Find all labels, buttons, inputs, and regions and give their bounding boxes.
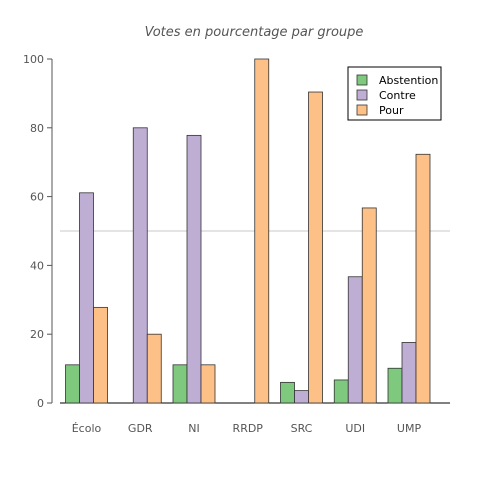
- legend: Abstention Contre Pour: [347, 66, 442, 121]
- bar-pour-6: [415, 153, 431, 404]
- legend-label-pour: Pour: [379, 104, 404, 117]
- y-tick-label: 40: [30, 259, 44, 272]
- y-tick-label: 20: [30, 328, 44, 341]
- x-tick-label: Écolo: [72, 422, 102, 435]
- bar-abstention-2: [172, 364, 188, 404]
- x-tick-label: SRC: [291, 422, 313, 435]
- bar-pour-5: [361, 207, 377, 404]
- legend-label-abstention: Abstention: [379, 74, 438, 87]
- x-tick-label: NI: [188, 422, 199, 435]
- legend-swatch-pour: [356, 104, 368, 116]
- y-tick-label: 80: [30, 122, 44, 135]
- y-tick-label: 60: [30, 191, 44, 204]
- bar-contre-5: [347, 276, 363, 404]
- bar-pour-2: [200, 364, 216, 404]
- bar-contre-6: [401, 342, 417, 404]
- bar-abstention-5: [333, 379, 349, 404]
- bar-abstention-4: [280, 381, 295, 404]
- legend-swatch-contre: [356, 89, 368, 101]
- x-tick-label: UDI: [345, 422, 365, 435]
- bar-contre-1: [132, 127, 148, 404]
- legend-label-contre: Contre: [379, 89, 416, 102]
- bar-abstention-6: [387, 367, 403, 404]
- bar-abstention-0: [65, 364, 80, 404]
- x-axis-labels: Écolo GDR NI RRDP SRC UDI UMP: [72, 422, 422, 435]
- chart-title: Votes en pourcentage par groupe: [145, 25, 364, 40]
- x-tick-label: RRDP: [233, 422, 264, 435]
- y-tick-label: 100: [23, 53, 44, 66]
- x-tick-label: GDR: [128, 422, 153, 435]
- legend-swatch-abstention: [356, 74, 368, 86]
- bar-pour-3: [254, 58, 270, 404]
- y-axis: 0 20 40 60 80 100: [23, 53, 53, 410]
- bar-pour-1: [146, 333, 162, 404]
- bar-contre-4: [294, 390, 309, 404]
- y-tick-label: 0: [37, 397, 44, 410]
- bar-pour-0: [93, 306, 108, 404]
- bar-pour-4: [308, 91, 323, 404]
- x-tick-label: UMP: [397, 422, 422, 435]
- bars-group: [60, 58, 450, 404]
- bar-contre-2: [186, 134, 202, 404]
- bar-contre-0: [79, 192, 94, 404]
